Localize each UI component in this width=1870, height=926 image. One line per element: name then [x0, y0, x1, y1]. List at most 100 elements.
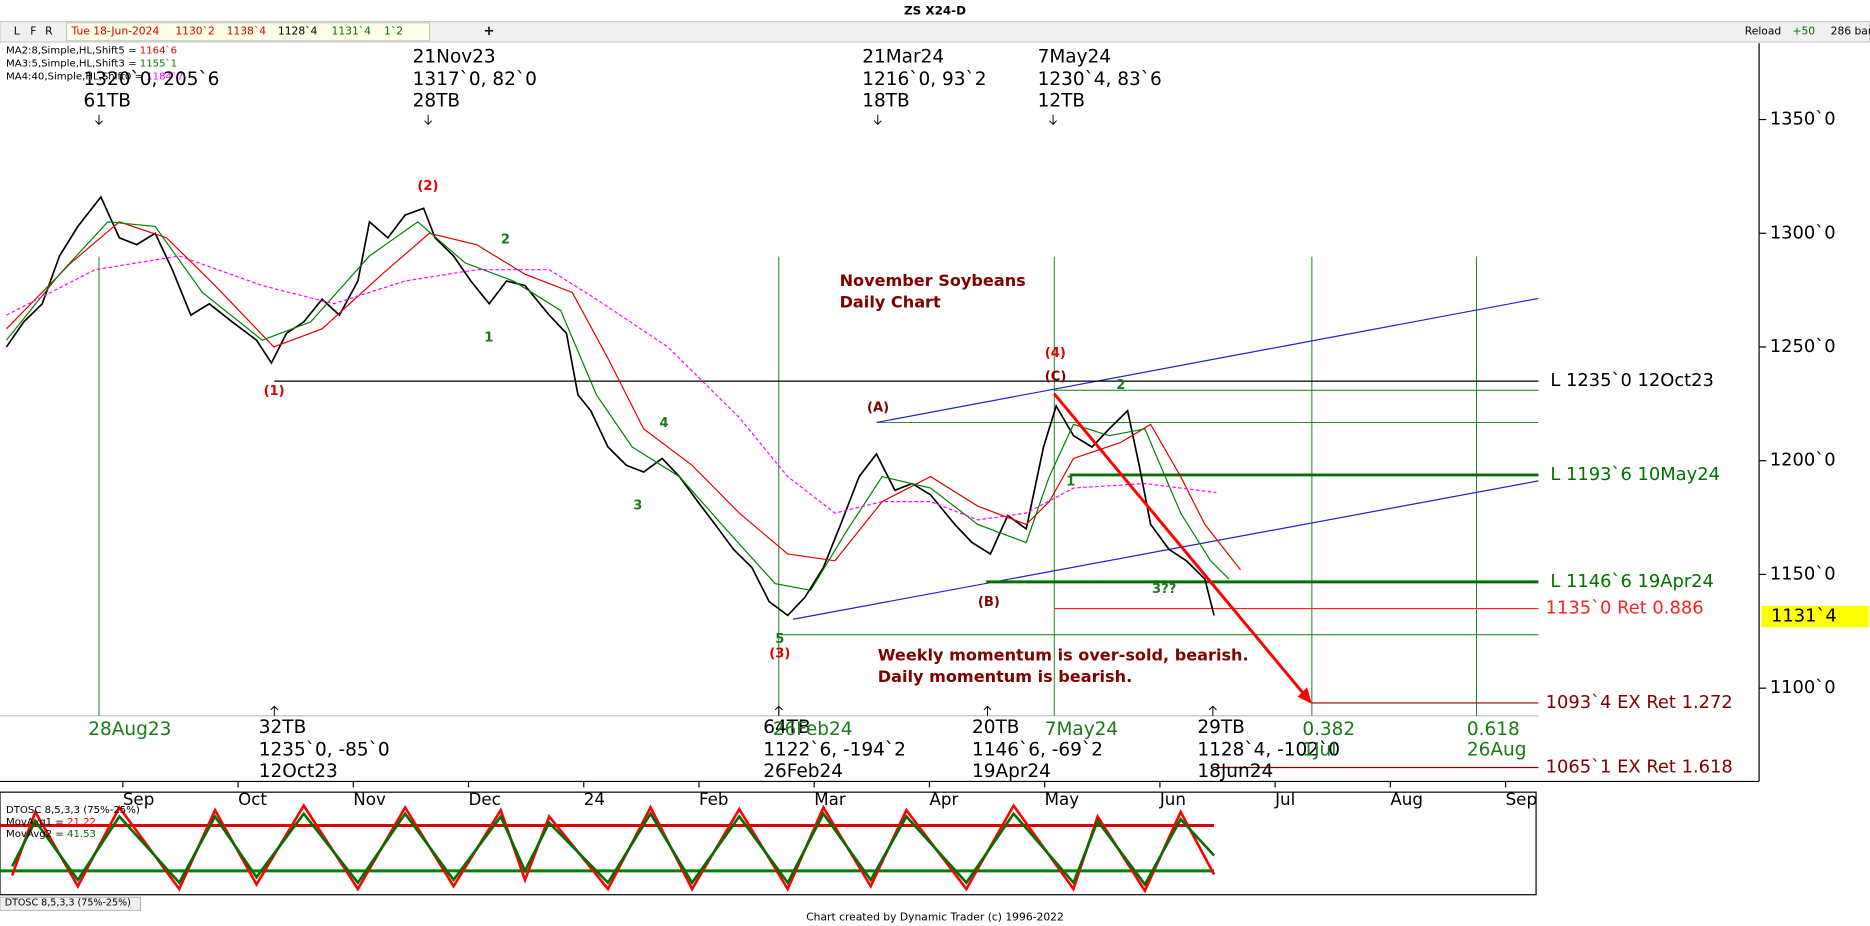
x-tick-label: Jun [1159, 790, 1186, 809]
x-tick-label: Dec [469, 790, 501, 809]
wave-label: 1 [1066, 475, 1075, 490]
annotation: 64TB [763, 717, 810, 738]
bars-count: 286 bars [1831, 24, 1870, 37]
y-tick-label: 1350`0 [1770, 109, 1836, 130]
osc-legend-last: 21.22 [67, 817, 96, 828]
osc-title: DTOSC 8,5,3,3 (75%-25%) [6, 805, 140, 816]
annotation: 18Jun24 [1197, 761, 1273, 782]
annotation: 18TB [862, 91, 909, 112]
legend-name: MA4:40,Simple,HL,Shift0 [6, 72, 131, 83]
pointer-arrow [424, 114, 433, 125]
quote-value: 1131`4 [332, 24, 372, 37]
pointer-arrow [983, 705, 992, 716]
legend-entry: MA4:40,Simple,HL,Shift0 = 1184`7 [6, 71, 184, 83]
legend-name: MA3:5,Simple,HL,Shift3 [6, 58, 125, 69]
pointer-arrow [270, 705, 279, 716]
quote-value: 1138`4 [227, 24, 267, 37]
last-price-box [1761, 605, 1869, 628]
moving-average [6, 255, 1217, 521]
annotation: 29TB [1197, 717, 1244, 738]
osc-line [10, 811, 1216, 887]
toolbar-button: L [14, 24, 20, 37]
toolbar-button: R [45, 24, 53, 37]
toolbar-button: F [30, 24, 36, 37]
time-lines [98, 256, 1477, 716]
trend-arrow [1053, 392, 1309, 699]
level-label: 1135`0 Ret 0.886 [1546, 598, 1704, 619]
legend-value: 1164`6 [140, 44, 177, 56]
legend-name: MA2:8,Simple,HL,Shift5 [6, 45, 125, 56]
note: November Soybeans [840, 271, 1026, 290]
wave-label: 3 [633, 498, 642, 513]
annotation: 1317`0, 82`0 [413, 69, 537, 90]
toolbar [0, 21, 1870, 43]
osc-legend-sep: = [52, 829, 67, 840]
last-price-label: 1131`4 [1771, 606, 1837, 627]
annotation: 19Apr24 [972, 761, 1051, 782]
x-tick-label: Sep [1506, 790, 1537, 809]
arrow-head [1297, 687, 1312, 704]
quote-value: 1130`2 [175, 24, 214, 37]
oscillator-tab-label: DTOSC 8,5,3,3 (75%-25%) [5, 898, 131, 909]
annotation: 1235`0, -85`0 [259, 739, 390, 760]
x-tick-label: Aug [1390, 790, 1423, 809]
osc-legend: MovAvg2 = 41.53 [6, 829, 96, 840]
wave-label: 4 [660, 416, 669, 431]
add-tab: + [483, 24, 494, 39]
annotation: 0.618 [1467, 719, 1520, 740]
annotation: 26Feb24 [763, 761, 843, 782]
wave-label: (1) [264, 384, 285, 399]
annotation: 21Nov23 [413, 47, 496, 68]
wave-label: (4) [1045, 346, 1066, 361]
level-label: 1065`1 EX Ret 1.618 [1546, 756, 1733, 777]
footer: Chart created by Dynamic Trader (c) 1996… [806, 910, 1064, 923]
quote-date: Tue 18-Jun-2024 [71, 24, 160, 37]
annotation: 12TB [1038, 91, 1085, 112]
levels: L 1235`0 12Oct23 L 1193`6 10May24 L 1146`6… [274, 370, 1733, 777]
osc-legend-last: 41.53 [67, 829, 96, 840]
x-tick-label: Mar [814, 790, 846, 809]
pointer-arrow [1208, 705, 1217, 716]
wave-label: (B) [978, 595, 1000, 610]
x-tick-label: Oct [238, 790, 267, 809]
annotation: 28Aug23 [88, 719, 171, 740]
legend-sep: = [125, 45, 140, 56]
annotation: 1216`0, 93`2 [862, 69, 986, 90]
note: Weekly momentum is over-sold, bearish. [878, 646, 1249, 665]
annotation: 26Aug [1467, 739, 1527, 760]
quote-box [66, 22, 430, 42]
y-tick-label: 1150`0 [1770, 563, 1836, 584]
level-label: L 1146`6 19Apr24 [1550, 571, 1714, 592]
wave-label: 3?? [1152, 582, 1176, 597]
legend-sep: = [131, 72, 146, 83]
price-line [5, 195, 1215, 617]
x-tick-label: Nov [353, 790, 386, 809]
moving-average [6, 221, 1242, 571]
legend-entry: MA2:8,Simple,HL,Shift5 = 1164`6 [6, 44, 177, 56]
oscillator-panel [0, 791, 1537, 896]
level-label: 1093`4 EX Ret 1.272 [1546, 692, 1733, 713]
pointer-arrow [1049, 114, 1057, 125]
wave-label: (A) [867, 401, 889, 416]
annotation: 7May24 [1045, 719, 1118, 740]
wave-label: 5 [775, 632, 784, 647]
wave-label: 2 [1116, 378, 1125, 393]
annotation: 21Mar24 [862, 47, 944, 68]
osc-legend-name: MovAvg1 [6, 817, 52, 828]
pointer-arrow [774, 705, 783, 716]
osc-legend-name: MovAvg2 [6, 829, 52, 840]
series: MA2:8,Simple,HL,Shift5 = 1164`6 MA3:5,Sim… [5, 44, 1242, 617]
quote-change: 1`2 [384, 24, 403, 37]
y-tick-label: 1300`0 [1770, 222, 1836, 243]
annotation: 7May24 [1038, 47, 1111, 68]
annotation: 1146`6, -69`2 [972, 739, 1103, 760]
x-tick-label: Sep [123, 790, 154, 809]
reload-button[interactable]: Reload [1745, 24, 1781, 37]
annotation: 1230`4, 83`6 [1038, 69, 1162, 90]
annotation: 1122`6, -194`2 [763, 739, 906, 760]
note: Daily momentum is bearish. [878, 667, 1132, 686]
note: Daily Chart [840, 293, 941, 312]
